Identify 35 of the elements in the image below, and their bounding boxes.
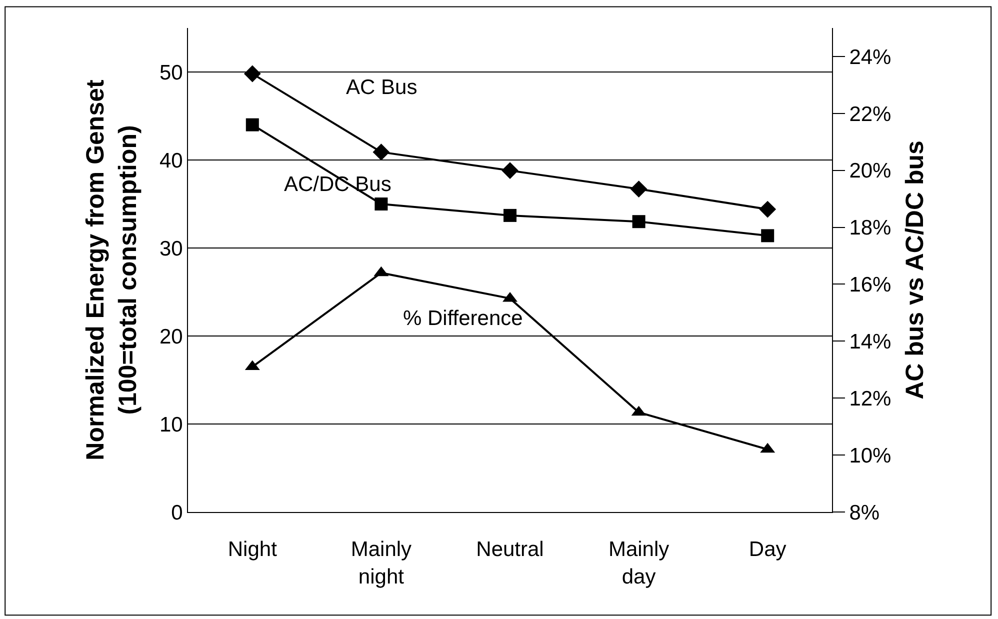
x-tick-label: Day [748,538,787,562]
y2-tick-label: 16% [849,274,892,297]
y-tick-label: 50 [159,61,183,84]
point [759,200,776,218]
y-tick-label: 20 [159,325,183,348]
y-tick-label: 10 [159,413,183,436]
y2-tick-label: 18% [849,216,892,240]
y2-tick-label: 10% [849,444,892,468]
y2-tick-label: 22% [849,102,892,126]
y2-axis-title: AC bus vs AC/DC bus [901,140,930,400]
y-tick-label: 0 [171,501,183,524]
point [244,65,261,82]
point [246,118,259,132]
x-tick-label: Night [228,538,278,562]
point [504,208,516,222]
series-label: % Difference [403,307,523,330]
point [502,162,518,180]
x-tick-label: Mainly night [350,538,412,588]
y-axis-title: Normalized Energy from Genset (100=total consumption) [82,79,142,460]
x-tick-label: Neutral [476,538,544,562]
y2-tick-label: 24% [849,46,892,69]
point [630,180,648,198]
x-tick-label: Mainly day [608,538,670,588]
point [632,215,646,228]
series-label: AC/DC Bus [284,173,392,196]
point [761,229,774,242]
y2-tick-label: 20% [849,160,892,183]
y2-tick-label: 8% [849,501,880,524]
y-tick-label: 40 [159,149,183,172]
point [374,198,388,210]
y2-tick-label: 12% [849,387,892,410]
series-label: AC Bus [346,76,418,99]
y-tick-label: 30 [159,237,183,260]
point [372,144,390,161]
y2-tick-label: 14% [849,330,892,354]
